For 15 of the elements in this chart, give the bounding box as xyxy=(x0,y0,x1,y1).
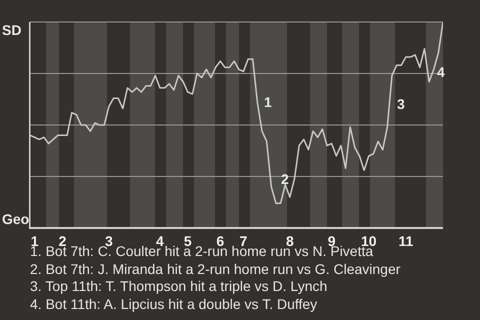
text: 2. Bot 7th: J. Miranda hit a 2-run home run vs G. Cleavinger xyxy=(30,260,400,278)
annotation: 4 xyxy=(437,64,445,80)
x-tick-label: 7 xyxy=(240,232,248,249)
x-tick-label: 4 xyxy=(156,232,164,249)
text: 4. Bot 11th: A. Lipcius hit a double vs T. Duffey xyxy=(30,296,318,313)
x-tick-label: 11 xyxy=(398,232,414,249)
text: Geo xyxy=(2,211,30,227)
annotation: 2 xyxy=(281,171,289,187)
x-tick-label: 6 xyxy=(216,232,224,249)
x-tick-label: 8 xyxy=(286,232,294,249)
annotation: 1 xyxy=(264,94,272,110)
text: SD xyxy=(2,22,22,38)
text: 3. Top 11th: T. Thompson hit a triple vs D. Lynch xyxy=(30,278,328,296)
annotation: 3 xyxy=(397,96,405,112)
x-tick-label: 5 xyxy=(184,232,192,249)
